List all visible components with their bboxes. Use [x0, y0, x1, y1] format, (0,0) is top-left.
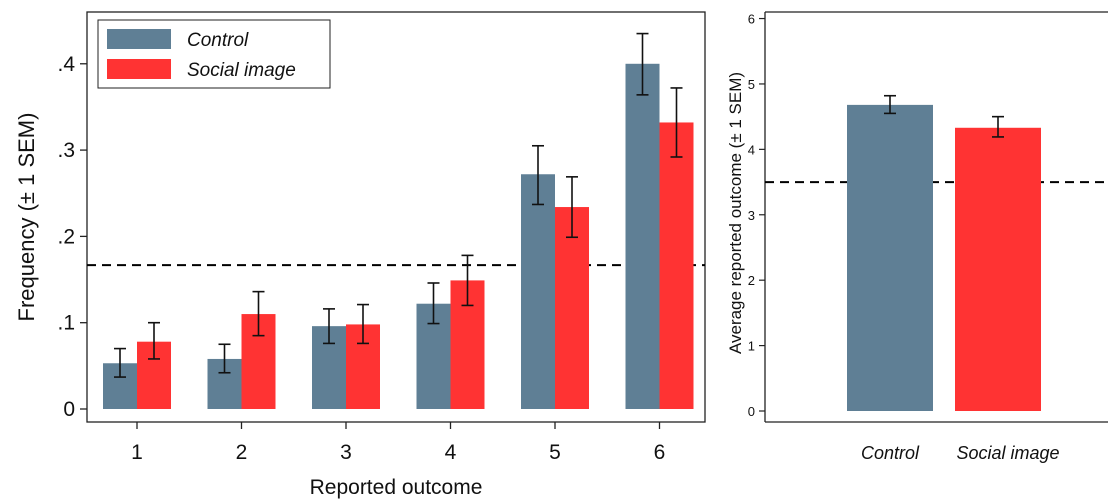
error-bar-social-image-6	[670, 87, 683, 158]
left-x-tick-label: 1	[131, 441, 143, 464]
left-bars	[103, 32, 694, 410]
right-x-tick-label-control: Control	[861, 443, 920, 463]
left-y-tick-label: .3	[57, 139, 75, 162]
left-y-axis-label: Frequency (± 1 SEM)	[14, 113, 39, 322]
bar-control-6	[625, 63, 660, 410]
left-x-tick-label: 2	[236, 441, 248, 464]
error-bar-control-5	[532, 144, 544, 206]
right-y-axis-ticks: 0 1 2 3 4 5 6	[748, 12, 765, 419]
right-y-tick-label: 4	[748, 142, 755, 157]
error-bar-social-image-1	[148, 321, 160, 360]
left-x-tick-labels: 1 2 3 4 5 6	[131, 422, 665, 464]
left-x-tick-label: 4	[445, 441, 457, 464]
right-y-tick-label: 0	[748, 404, 755, 419]
error-bar-control-1	[114, 347, 126, 378]
right-y-tick-label: 3	[748, 208, 755, 223]
error-bar-control-3	[323, 308, 335, 345]
avg-bar-social-image	[955, 127, 1041, 411]
right-y-tick-label: 1	[748, 339, 755, 354]
bar-social-image-6	[659, 122, 694, 409]
right-x-tick-labels: Control Social image	[861, 443, 1060, 463]
legend-swatch-control	[107, 29, 171, 49]
error-bar-control-2	[218, 343, 231, 374]
avg-bar-control	[847, 104, 933, 412]
bar-control-5	[521, 174, 555, 409]
left-y-tick-label: 0	[63, 398, 75, 421]
legend-label-control: Control	[187, 30, 249, 51]
right-panel: 0 1 2 3 4 5 6 Control Social image Average repo…	[726, 11, 1108, 463]
left-y-tick-label: .4	[57, 53, 75, 76]
left-x-axis-label: Reported outcome	[310, 476, 483, 499]
bar-social-image-5	[555, 207, 589, 409]
right-x-tick-label-social-image: Social image	[956, 443, 1059, 463]
right-y-tick-label: 6	[748, 12, 755, 27]
left-panel: 0 .1 .2 .3 .4 1 2 3 4 5 6 Frequency (± 1 SEM) Rep…	[14, 11, 706, 499]
right-bars	[847, 94, 1041, 412]
left-y-tick-label: .1	[57, 312, 75, 335]
error-bar-social-image-3	[357, 303, 369, 345]
legend: Control Social image	[97, 19, 331, 89]
avg-error-bar-control	[884, 94, 896, 115]
left-x-tick-label: 5	[549, 441, 561, 464]
left-y-tick-label: .2	[57, 225, 75, 248]
error-bar-social-image-5	[566, 176, 578, 239]
legend-label-social-image: Social image	[187, 60, 296, 81]
right-y-tick-label: 5	[748, 77, 755, 92]
left-y-axis-ticks: 0 .1 .2 .3 .4	[57, 53, 87, 421]
error-bar-social-image-2	[252, 290, 265, 337]
left-x-tick-label: 3	[340, 441, 352, 464]
error-bar-control-6	[636, 32, 649, 96]
left-plot-frame	[86, 11, 706, 423]
right-y-axis-label: Average reported outcome (± 1 SEM)	[726, 72, 745, 354]
left-x-tick-label: 6	[654, 441, 666, 464]
right-y-tick-label: 2	[748, 273, 755, 288]
legend-swatch-social-image	[107, 59, 171, 79]
avg-error-bar-social-image	[992, 115, 1004, 138]
error-bar-control-4	[427, 282, 440, 325]
error-bar-social-image-4	[461, 254, 474, 307]
